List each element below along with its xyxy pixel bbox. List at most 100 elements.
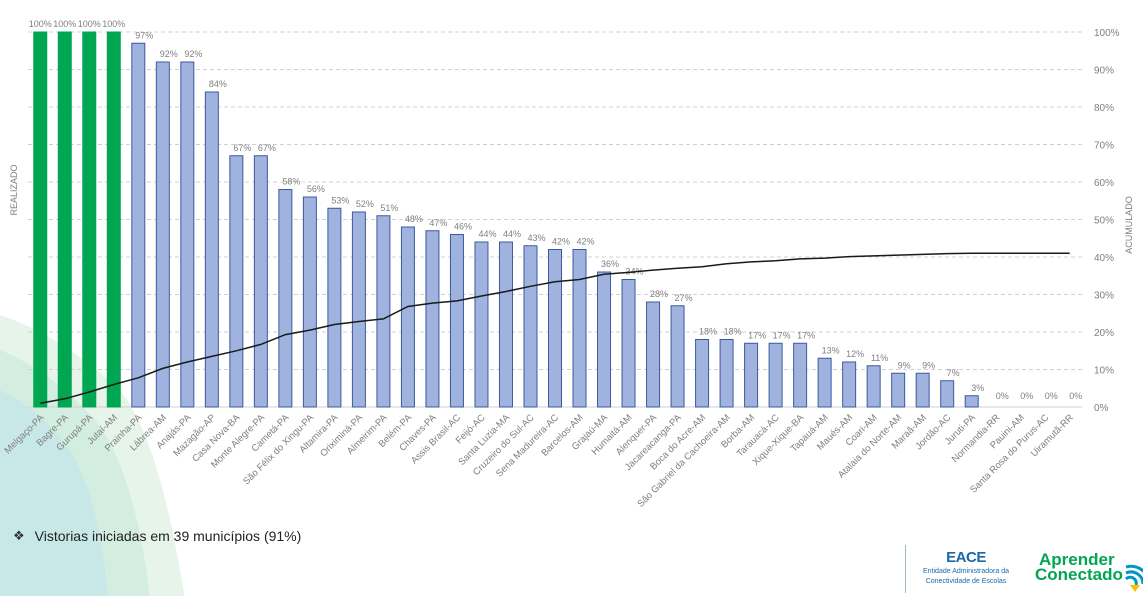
bar-data-label: 97% (135, 30, 153, 40)
diamond-bullet-icon: ❖ (13, 528, 25, 543)
bar (278, 189, 293, 408)
right-axis-tick-label: 0% (1094, 403, 1109, 414)
bar-data-label: 18% (699, 327, 717, 337)
bar (866, 365, 881, 408)
bar-data-label: 58% (282, 177, 300, 187)
bar-data-label: 67% (258, 143, 276, 153)
bar-data-label: 9% (922, 360, 935, 370)
bar-data-label: 0% (1045, 391, 1058, 401)
right-axis-tick-label: 60% (1094, 178, 1114, 189)
bar-data-label: 67% (233, 143, 251, 153)
bar (597, 271, 612, 408)
eace-logo-name: EACE (946, 549, 986, 566)
summary-note-text: Vistorias iniciadas em 39 municípios (91… (34, 528, 302, 544)
bar-data-label: 46% (454, 222, 472, 232)
bar (474, 241, 489, 408)
bar (572, 249, 587, 408)
bar-data-label: 42% (552, 237, 570, 247)
eace-logo: EACE Entidade Administradora da Conectiv… (905, 545, 1026, 593)
bar (302, 196, 317, 408)
bar (793, 342, 808, 408)
bar (719, 339, 734, 408)
bar-data-label: 13% (822, 345, 840, 355)
bar (915, 372, 930, 408)
bar-data-label: 100% (102, 19, 125, 29)
bar-data-label: 56% (307, 184, 325, 194)
bar-data-label: 36% (601, 259, 619, 269)
summary-note: ❖ Vistorias iniciadas em 39 municípios (… (13, 528, 301, 544)
bar (57, 31, 72, 408)
bar (106, 31, 121, 408)
bar (180, 61, 195, 408)
bar (523, 245, 538, 408)
bar-data-label: 48% (405, 214, 423, 224)
bar-data-label: 17% (797, 330, 815, 340)
bar-data-label: 17% (773, 330, 791, 340)
right-axis-tick-label: 80% (1094, 103, 1114, 114)
bar-data-label: 84% (209, 79, 227, 89)
bar-data-label: 92% (160, 49, 178, 59)
bar (155, 61, 170, 408)
bar-data-label: 100% (78, 19, 101, 29)
bar (768, 342, 783, 408)
right-axis-tick-label: 10% (1094, 366, 1114, 377)
bar-data-label: 42% (577, 237, 595, 247)
bar (744, 342, 759, 408)
bar-data-label: 12% (846, 349, 864, 359)
bar (229, 155, 244, 408)
bar (425, 230, 440, 408)
right-axis-tick-label: 70% (1094, 141, 1114, 152)
bar-data-label: 44% (503, 229, 521, 239)
eace-logo-sub-1: Entidade Administradora da (923, 568, 1009, 575)
wifi-signal-icon (1124, 564, 1143, 592)
bar (351, 211, 366, 408)
bar (940, 380, 955, 408)
bar (891, 372, 906, 408)
bar (670, 305, 685, 408)
bar-data-label: 27% (675, 293, 693, 303)
logos: EACE Entidade Administradora da Conectiv… (905, 545, 1143, 595)
bar (82, 31, 97, 408)
bar (646, 301, 661, 408)
bar (498, 241, 513, 408)
bar-data-label: 43% (527, 233, 545, 243)
bar (964, 395, 979, 408)
bar-data-label: 53% (331, 195, 349, 205)
bar (449, 234, 464, 408)
bar-data-label: 100% (53, 19, 76, 29)
bar (695, 339, 710, 408)
bar-data-label: 3% (971, 383, 984, 393)
bar-data-label: 47% (429, 218, 447, 228)
bar-data-label: 100% (29, 19, 52, 29)
bar-data-label: 0% (996, 391, 1009, 401)
bar-data-label: 51% (380, 203, 398, 213)
bar (817, 357, 832, 408)
left-axis-title: REALIZADO (9, 164, 19, 215)
aprender-conectado-logo: Aprender Conectado (1035, 549, 1143, 595)
bar-data-label: 7% (947, 368, 960, 378)
bar (131, 42, 146, 408)
bar (842, 361, 857, 408)
bar-data-label: 0% (1020, 391, 1033, 401)
bar (400, 226, 415, 408)
bar-data-label: 18% (724, 327, 742, 337)
bar (376, 215, 391, 408)
eace-logo-sub-2: Conectividade de Escolas (925, 578, 1007, 585)
bar (253, 155, 268, 408)
right-axis-tick-label: 50% (1094, 216, 1114, 227)
bar (327, 207, 342, 408)
bar-data-label: 92% (184, 49, 202, 59)
right-axis-tick-label: 100% (1094, 28, 1120, 39)
right-axis-title: ACUMULADO (1124, 196, 1134, 254)
bar-data-label: 11% (871, 353, 888, 363)
aprender-logo-word-1: Aprender (1039, 550, 1115, 569)
right-axis-tick-label: 20% (1094, 328, 1114, 339)
bar-data-label: 28% (650, 289, 668, 299)
cumulative-line (40, 252, 1070, 405)
bar-data-label: 0% (1069, 391, 1082, 401)
right-axis-tick-label: 30% (1094, 291, 1114, 302)
bar (548, 249, 562, 408)
bar-data-label: 52% (356, 199, 374, 209)
bar (621, 279, 636, 408)
